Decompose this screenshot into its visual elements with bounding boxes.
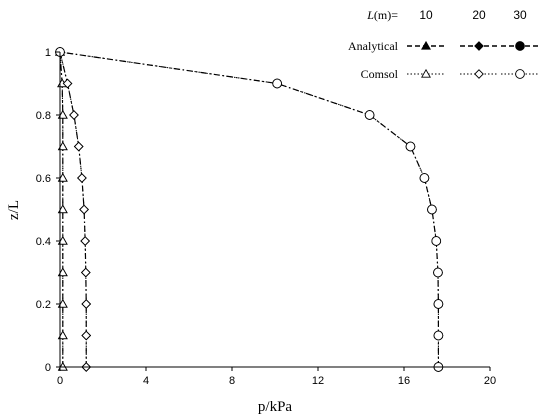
data-point-comsol-L10-0 — [57, 361, 68, 371]
y-tick-label-3: 0.6 — [36, 173, 51, 185]
legend-marker-analytical-L20 — [474, 41, 484, 51]
data-point-comsol-L20-6 — [77, 173, 87, 183]
series-line-comsol-L20 — [59, 51, 87, 367]
data-point-comsol-L10-1 — [57, 330, 68, 340]
legend-l-value-20: 20 — [472, 8, 486, 22]
data-point-comsol-L10-4 — [57, 235, 68, 245]
data-point-comsol-L20-1 — [81, 330, 92, 341]
legend-row-label-comsol: Comsol — [361, 67, 399, 81]
data-point-comsol-L10-5 — [57, 204, 68, 214]
legend-marker-comsol-L20 — [474, 69, 484, 79]
data-point-comsol-L20-4 — [80, 236, 90, 246]
legend: L(m)= 10 20 30 Analytical Comsol — [348, 8, 539, 81]
x-tick-label-4: 16 — [398, 375, 410, 387]
data-point-comsol-L20-9 — [62, 78, 73, 89]
y-axis-label: z/L — [6, 200, 22, 220]
axes: 0 4 8 12 16 20 0 0.2 0.4 0.6 0.8 1 — [36, 47, 496, 387]
data-point-comsol-L30-6 — [419, 173, 430, 183]
legend-marker-analytical-L10 — [421, 40, 431, 50]
y-tick-label-0: 0 — [45, 362, 51, 374]
legend-row-label-analytical: Analytical — [348, 39, 399, 53]
legend-l-value-30: 30 — [513, 8, 527, 22]
data-point-comsol-L10-6 — [57, 172, 68, 182]
series-line-comsol-L30 — [59, 51, 439, 367]
y-tick-label-1: 0.2 — [36, 299, 51, 311]
data-point-comsol-L20-7 — [73, 141, 84, 152]
x-axis-label: p/kPa — [258, 399, 293, 415]
data-point-comsol-L20-3 — [80, 267, 91, 278]
data-point-comsol-L20-5 — [79, 204, 89, 215]
data-point-comsol-L30-5 — [427, 204, 437, 215]
x-tick-label-5: 20 — [484, 375, 496, 387]
data-point-comsol-L30-1 — [433, 330, 444, 341]
data-point-comsol-L10-8 — [57, 109, 68, 119]
data-point-comsol-L30-2 — [433, 299, 444, 309]
data-point-comsol-L30-8 — [364, 110, 375, 120]
data-point-comsol-L10-7 — [57, 141, 68, 151]
data-point-comsol-L20-8 — [69, 110, 79, 120]
y-tick-label-5: 1 — [45, 47, 51, 59]
data-point-comsol-L10-3 — [57, 267, 68, 277]
data-point-comsol-L30-9 — [272, 78, 283, 89]
legend-marker-comsol-L30 — [515, 69, 525, 79]
data-point-comsol-L20-2 — [81, 299, 92, 309]
series-line-analytical-L30 — [59, 51, 439, 367]
x-tick-label-0: 0 — [57, 375, 63, 387]
x-tick-label-1: 4 — [143, 375, 149, 387]
legend-marker-comsol-L10 — [421, 68, 431, 78]
y-tick-label-2: 0.4 — [36, 236, 51, 248]
legend-header: L(m)= — [366, 8, 398, 22]
data-point-comsol-L30-3 — [433, 267, 443, 278]
plot-area — [55, 46, 444, 372]
y-tick-label-4: 0.8 — [36, 110, 51, 122]
x-tick-label-2: 8 — [229, 375, 235, 387]
data-point-comsol-L30-7 — [405, 141, 416, 152]
legend-marker-analytical-L30 — [515, 41, 525, 51]
x-tick-label-3: 12 — [312, 375, 324, 387]
legend-l-value-10: 10 — [419, 8, 433, 22]
data-point-comsol-L10-2 — [57, 298, 68, 308]
data-point-comsol-L30-4 — [431, 236, 442, 246]
